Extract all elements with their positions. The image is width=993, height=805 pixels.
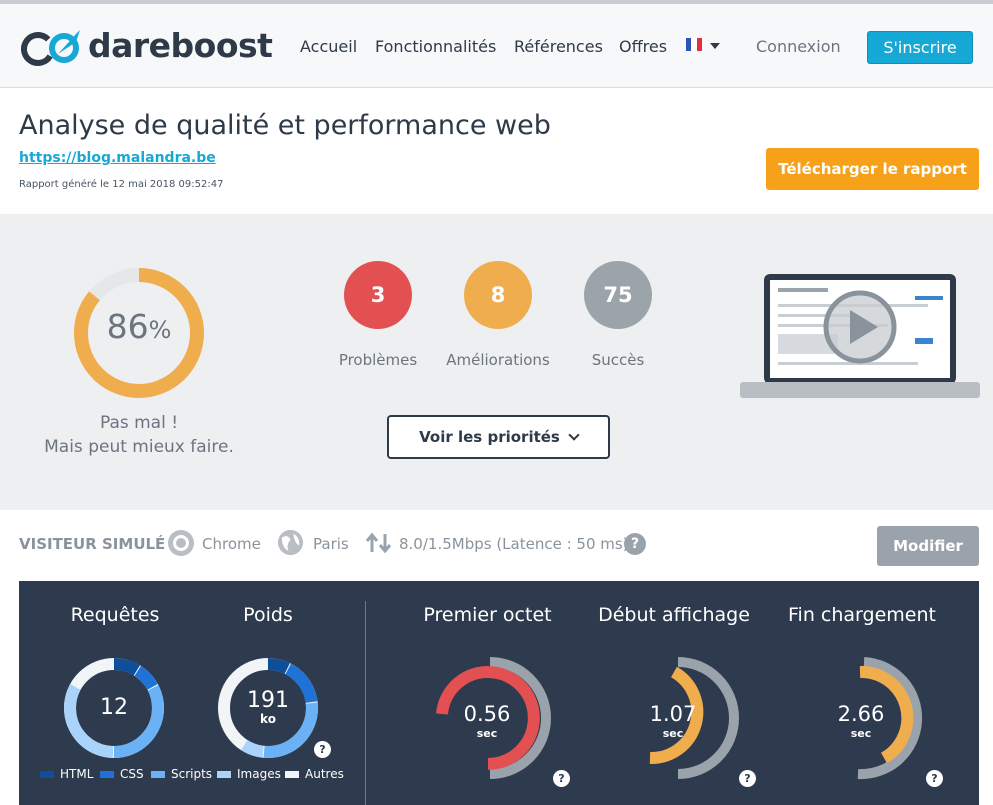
page-preview-video[interactable] [740,274,980,400]
rocket-logo-icon [21,30,80,66]
start-render-value: 1.07 [649,702,697,726]
first-byte-help-icon[interactable]: ? [553,770,570,787]
simulated-visitor-label: VISITEUR SIMULÉ : [19,535,177,553]
login-link[interactable]: Connexion [756,37,841,56]
weight-help-icon[interactable]: ? [314,741,331,758]
success-label: Succès [591,351,645,369]
location-name: Paris [313,535,349,553]
site-header: dareboost Accueil Fonctionnalités Référe… [0,4,993,88]
requests-value: 12 [100,695,128,720]
chevron-down-icon [568,429,580,441]
improvements-label: Améliorations [446,351,550,369]
problems-count[interactable]: 3 [344,261,412,329]
browser-name: Chrome [202,535,261,553]
french-flag-icon[interactable] [686,38,702,51]
start-render-title: Début affichage [598,604,750,626]
top-border [0,0,993,4]
load-end-value: 2.66 [837,702,885,726]
page-title: Analyse de qualité et performance web [19,110,551,141]
first-byte-title: Premier octet [423,604,552,626]
nav-offres[interactable]: Offres [619,37,668,56]
load-end-help-icon[interactable]: ? [926,770,943,787]
report-date: Rapport généré le 12 mai 2018 09:52:47 [19,179,224,190]
first-byte-unit: sec [476,727,498,740]
legend-images: Images [217,767,281,781]
bandwidth-arrows-icon [365,532,392,554]
download-report-button[interactable]: Télécharger le rapport [766,148,979,190]
requests-title: Requêtes [70,604,160,626]
first-byte-value: 0.56 [463,702,511,726]
legend-css: CSS [100,767,144,781]
legend-scripts: Scripts [151,767,212,781]
success-count[interactable]: 75 [584,261,652,329]
brand-name: dareboost [88,26,273,65]
first-byte-gauge [436,657,551,779]
start-render-gauge [649,657,739,779]
nav-fonctionnalites[interactable]: Fonctionnalités [375,37,497,56]
legend-html: HTML [40,767,93,781]
load-end-unit: sec [850,727,872,740]
chrome-icon [168,530,194,556]
weight-donut [218,658,318,758]
load-end-title: Fin chargement [788,604,936,626]
load-end-gauge [857,657,923,780]
weight-title: Poids [243,604,293,626]
start-render-unit: sec [662,727,684,740]
visitor-help-icon[interactable]: ? [624,533,646,555]
score-verdict-line2: Mais peut mieux faire. [44,437,234,457]
start-render-help-icon[interactable]: ? [739,770,756,787]
improvements-count[interactable]: 8 [464,261,532,329]
analyzed-url-link[interactable]: https://blog.malandra.be [19,150,216,166]
weight-unit: ko [260,712,276,726]
problems-label: Problèmes [338,351,418,369]
score-gauge [74,268,204,398]
globe-icon [277,529,304,556]
view-priorities-button[interactable]: Voir les priorités [387,415,610,459]
caret-down-icon[interactable] [710,43,720,49]
weight-value: 191 [247,688,289,713]
brand-logo[interactable]: dareboost [20,24,273,70]
nav-accueil[interactable]: Accueil [300,37,358,56]
requests-donut [64,658,164,758]
signup-button[interactable]: S'inscrire [867,31,973,64]
score-verdict-line1: Pas mal ! [99,413,179,433]
legend-others: Autres [285,767,344,781]
score-value: 86% [106,307,172,346]
modify-visitor-button[interactable]: Modifier [877,526,979,566]
connection-speed: 8.0/1.5Mbps (Latence : 50 ms) [399,535,629,553]
nav-references[interactable]: Références [514,37,603,56]
metrics-divider [365,601,366,805]
